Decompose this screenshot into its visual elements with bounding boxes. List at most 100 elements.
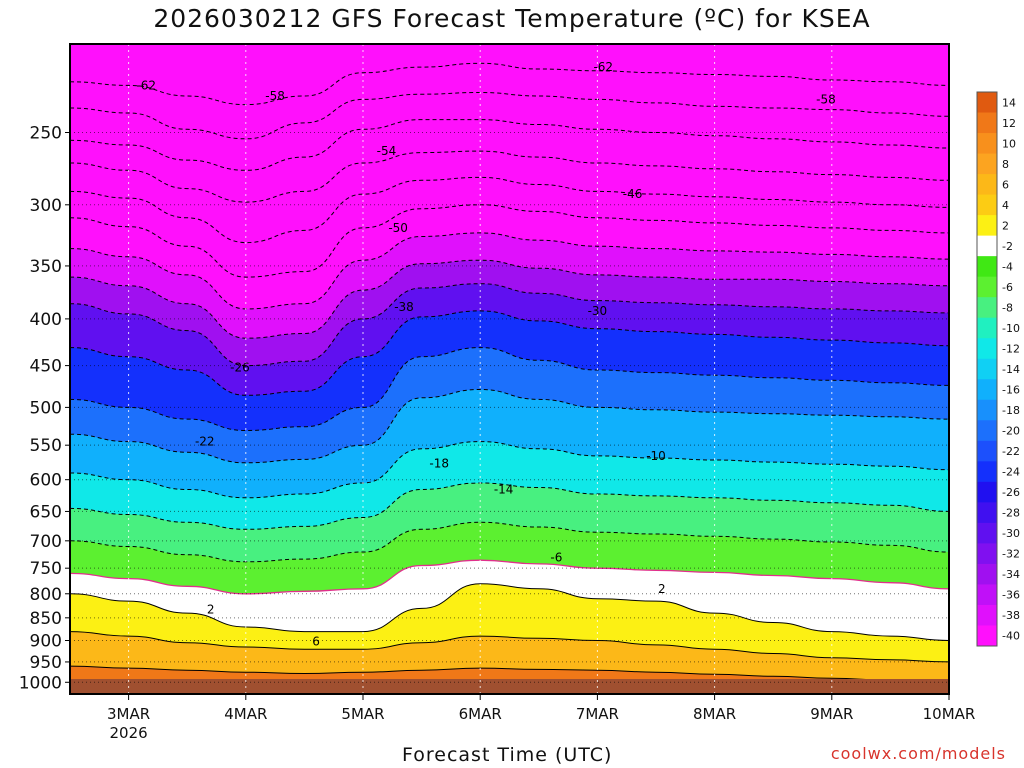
y-tick-350: 350	[30, 257, 62, 277]
colorbar-swatch	[977, 563, 997, 585]
colorbar-label: -12	[1002, 342, 1020, 355]
contour--58	[70, 91, 949, 140]
y-tick-600: 600	[30, 471, 62, 491]
colorbar-swatch	[977, 461, 997, 483]
x-axis-label: Forecast Time (UTC)	[402, 744, 613, 766]
contour-label: -62	[136, 78, 156, 92]
colorbar-label: -6	[1002, 281, 1013, 294]
colorbar-swatch	[977, 235, 997, 257]
colorbar-label: 14	[1002, 96, 1016, 109]
colorbar-swatch	[977, 502, 997, 524]
colorbar-swatch	[977, 256, 997, 278]
y-tick-400: 400	[30, 310, 62, 330]
y-tick-450: 450	[30, 357, 62, 377]
y-tick-250: 250	[30, 123, 62, 143]
colorbar-label: -20	[1002, 425, 1020, 438]
contour--10	[70, 482, 949, 530]
contour--42	[70, 204, 949, 278]
colorbar-label: -4	[1002, 260, 1013, 273]
colorbar-swatch	[977, 338, 997, 360]
colorbar-label: 8	[1002, 158, 1009, 171]
colorbar-swatch	[977, 399, 997, 421]
contour--2	[70, 559, 949, 595]
credit-text: coolwx.com/models	[830, 744, 1006, 763]
x-tick-4MAR: 4MAR	[224, 705, 267, 723]
colorbar-swatch	[977, 420, 997, 442]
colorbar-swatch	[977, 153, 997, 175]
x-tick-8MAR: 8MAR	[693, 705, 736, 723]
colorbar-label: 4	[1002, 199, 1009, 212]
contour-label: -30	[588, 304, 608, 318]
contour-label: -14	[494, 482, 514, 496]
contour--34	[70, 259, 949, 339]
contour-label: -46	[623, 187, 643, 201]
colorbar-swatch	[977, 584, 997, 606]
contour-label: -18	[429, 457, 449, 471]
colorbar-label: 10	[1002, 137, 1016, 150]
colorbar-label: -26	[1002, 486, 1020, 499]
contour--50	[70, 150, 949, 203]
colorbar-label: -38	[1002, 609, 1020, 622]
colorbar-swatch	[977, 133, 997, 155]
colorbar-swatch	[977, 317, 997, 339]
x-tick-6MAR: 6MAR	[459, 705, 502, 723]
x-tick-5MAR: 5MAR	[341, 705, 384, 723]
contour-label: -10	[646, 449, 666, 463]
colorbar-swatch	[977, 625, 997, 647]
contour-label: -50	[388, 221, 408, 235]
contour--54	[70, 119, 949, 171]
contour--46	[70, 176, 949, 244]
colorbar-label: 12	[1002, 117, 1016, 130]
colorbar-swatch	[977, 297, 997, 319]
contour--14	[70, 441, 949, 499]
contour-2	[70, 583, 949, 641]
y-tick-900: 900	[30, 631, 62, 651]
contour--30	[70, 283, 949, 367]
contour-label: 6	[312, 634, 320, 648]
contour--18	[70, 388, 949, 464]
y-tick-800: 800	[30, 585, 62, 605]
colorbar-swatch	[977, 481, 997, 503]
contour-label: -38	[394, 300, 414, 314]
contour-label: -22	[195, 435, 215, 449]
contour-label: -62	[593, 60, 613, 74]
colorbar-swatch	[977, 440, 997, 462]
colorbar-label: -34	[1002, 568, 1020, 581]
colorbar-swatch	[977, 92, 997, 114]
contour--62	[70, 62, 949, 106]
colorbar-label: -14	[1002, 363, 1020, 376]
x-tick-9MAR: 9MAR	[810, 705, 853, 723]
colorbar-label: 2	[1002, 219, 1009, 232]
colorbar-label: -40	[1002, 630, 1020, 643]
contour-label: 2	[658, 582, 666, 596]
colorbar-swatch	[977, 276, 997, 298]
y-tick-950: 950	[30, 653, 62, 673]
colorbar-swatch	[977, 379, 997, 401]
plot-frame	[69, 43, 950, 695]
x-tick-3MAR: 3MAR	[107, 705, 150, 723]
colorbar-label: -2	[1002, 240, 1013, 253]
contour-10	[70, 665, 949, 683]
ground-band	[70, 679, 949, 694]
x-tick-10MAR: 10MAR	[923, 705, 976, 723]
chart-title: 2026030212 GFS Forecast Temperature (ºC)…	[153, 4, 871, 33]
colorbar-swatch	[977, 543, 997, 565]
contour-label: -58	[265, 89, 285, 103]
x-tick-year: 2026	[110, 724, 148, 742]
colorbar-label: -24	[1002, 466, 1020, 479]
colorbar-swatch	[977, 522, 997, 544]
y-tick-750: 750	[30, 559, 62, 579]
colorbar-swatch	[977, 358, 997, 380]
contour--38	[70, 232, 949, 310]
y-tick-1000: 1000	[19, 673, 62, 693]
x-tick-7MAR: 7MAR	[576, 705, 619, 723]
colorbar-label: -16	[1002, 384, 1020, 397]
colorbar-swatch	[977, 215, 997, 237]
colorbar-label: -28	[1002, 507, 1020, 520]
colorbar-frame	[976, 91, 998, 647]
colorbar-swatch	[977, 604, 997, 626]
contour-label: -26	[230, 360, 250, 374]
contour--22	[70, 347, 949, 432]
colorbar-label: -36	[1002, 589, 1020, 602]
